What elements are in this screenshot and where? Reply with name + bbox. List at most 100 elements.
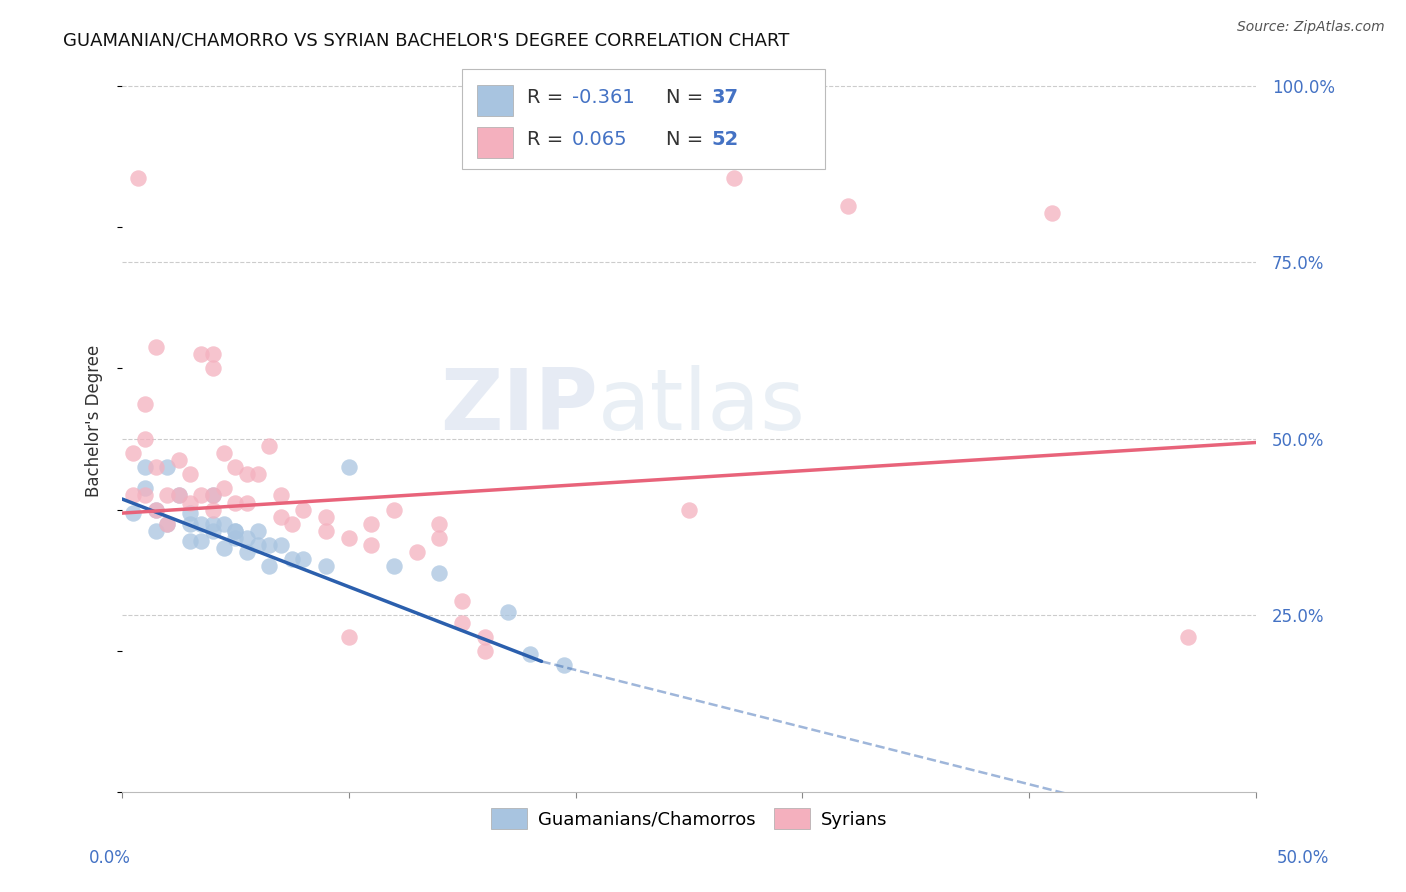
Point bbox=[405, 545, 427, 559]
Point bbox=[179, 516, 201, 531]
Point bbox=[429, 531, 451, 545]
Point bbox=[156, 516, 179, 531]
Point bbox=[156, 488, 179, 502]
Point bbox=[212, 516, 235, 531]
Point bbox=[167, 488, 190, 502]
Text: R =: R = bbox=[527, 130, 569, 149]
Point bbox=[190, 516, 212, 531]
Point bbox=[360, 538, 382, 552]
Point bbox=[259, 559, 281, 574]
FancyBboxPatch shape bbox=[477, 85, 513, 116]
Point bbox=[224, 460, 246, 475]
Point bbox=[179, 534, 201, 549]
Legend: Guamanians/Chamorros, Syrians: Guamanians/Chamorros, Syrians bbox=[484, 801, 894, 837]
Text: 37: 37 bbox=[711, 88, 738, 107]
Point bbox=[247, 524, 270, 538]
Point bbox=[145, 340, 167, 354]
Point bbox=[190, 488, 212, 502]
Point bbox=[474, 630, 496, 644]
Text: N =: N = bbox=[666, 130, 710, 149]
Point bbox=[201, 502, 224, 516]
Point bbox=[145, 502, 167, 516]
Point bbox=[474, 644, 496, 658]
Text: atlas: atlas bbox=[598, 365, 806, 448]
Text: Source: ZipAtlas.com: Source: ZipAtlas.com bbox=[1237, 20, 1385, 34]
Point bbox=[201, 347, 224, 361]
Text: 52: 52 bbox=[711, 130, 738, 149]
Point bbox=[723, 170, 745, 185]
Point bbox=[212, 482, 235, 496]
Point bbox=[281, 516, 304, 531]
Point bbox=[122, 446, 145, 460]
Point bbox=[145, 460, 167, 475]
Point bbox=[259, 439, 281, 453]
Point bbox=[292, 552, 315, 566]
Text: -0.361: -0.361 bbox=[572, 88, 636, 107]
Point bbox=[678, 502, 700, 516]
Point bbox=[270, 538, 292, 552]
Point bbox=[519, 648, 541, 662]
Text: N =: N = bbox=[666, 88, 710, 107]
Point bbox=[292, 502, 315, 516]
Point bbox=[134, 482, 156, 496]
Point bbox=[122, 506, 145, 520]
Text: ZIP: ZIP bbox=[440, 365, 598, 448]
Point bbox=[315, 509, 337, 524]
Point bbox=[201, 516, 224, 531]
Point bbox=[429, 566, 451, 581]
Point bbox=[496, 605, 519, 619]
Point bbox=[360, 516, 382, 531]
Point bbox=[382, 559, 405, 574]
Point bbox=[247, 538, 270, 552]
Point bbox=[337, 460, 360, 475]
Point bbox=[212, 446, 235, 460]
Point bbox=[224, 524, 246, 538]
Point bbox=[122, 488, 145, 502]
Text: 0.065: 0.065 bbox=[572, 130, 627, 149]
Point bbox=[236, 531, 259, 545]
Point bbox=[179, 506, 201, 520]
Point bbox=[167, 453, 190, 467]
Point bbox=[156, 460, 179, 475]
Point bbox=[201, 488, 224, 502]
Point bbox=[145, 524, 167, 538]
Point bbox=[134, 432, 156, 446]
Point bbox=[145, 502, 167, 516]
Point bbox=[553, 657, 575, 672]
Point bbox=[134, 460, 156, 475]
Point bbox=[451, 594, 474, 608]
Point bbox=[281, 552, 304, 566]
Point bbox=[179, 495, 201, 509]
Point bbox=[127, 170, 149, 185]
Point bbox=[201, 361, 224, 376]
Point bbox=[201, 524, 224, 538]
Point bbox=[236, 545, 259, 559]
Point bbox=[429, 516, 451, 531]
Y-axis label: Bachelor's Degree: Bachelor's Degree bbox=[86, 345, 103, 498]
Point bbox=[212, 541, 235, 556]
Point bbox=[190, 534, 212, 549]
Point bbox=[201, 488, 224, 502]
Point bbox=[224, 524, 246, 538]
FancyBboxPatch shape bbox=[477, 127, 513, 158]
Point bbox=[382, 502, 405, 516]
Text: 0.0%: 0.0% bbox=[89, 849, 131, 867]
Text: GUAMANIAN/CHAMORRO VS SYRIAN BACHELOR'S DEGREE CORRELATION CHART: GUAMANIAN/CHAMORRO VS SYRIAN BACHELOR'S … bbox=[63, 31, 790, 49]
Point bbox=[451, 615, 474, 630]
Point bbox=[1040, 206, 1063, 220]
Text: 50.0%: 50.0% bbox=[1277, 849, 1330, 867]
Point bbox=[247, 467, 270, 482]
Point bbox=[134, 397, 156, 411]
Point bbox=[337, 630, 360, 644]
Point bbox=[315, 524, 337, 538]
Point bbox=[236, 495, 259, 509]
Point bbox=[224, 531, 246, 545]
Point bbox=[337, 531, 360, 545]
Point bbox=[270, 488, 292, 502]
Point bbox=[315, 559, 337, 574]
Text: R =: R = bbox=[527, 88, 569, 107]
Point bbox=[156, 516, 179, 531]
Point bbox=[167, 488, 190, 502]
Point bbox=[179, 467, 201, 482]
Point bbox=[259, 538, 281, 552]
